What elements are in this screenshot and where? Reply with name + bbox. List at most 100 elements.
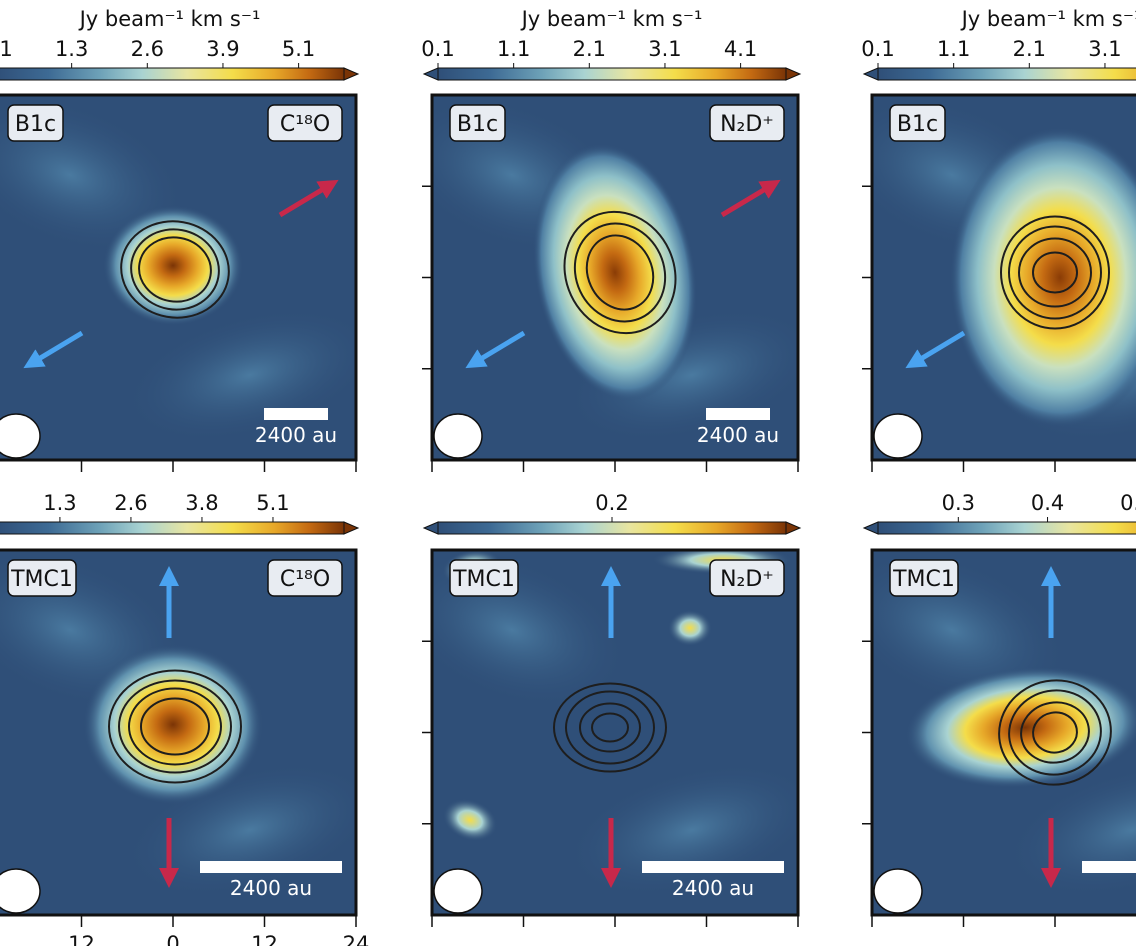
contour-line [128, 687, 222, 766]
colorbar-extend-low [862, 521, 879, 535]
scale-bar [264, 408, 328, 420]
colorbar: 0.1 1.1 2.1 3.1 4.1 Jy beam⁻¹ km s⁻¹ [421, 7, 802, 81]
beam-ellipse [433, 868, 483, 914]
colorbar-tick-label: 1.1 [497, 37, 530, 61]
emission-blob [1005, 762, 1136, 898]
colorbar-extend-high [343, 67, 360, 81]
colorbar-tick-label: 4.1 [724, 37, 757, 61]
colorbar-tick-label: 3.9 [206, 37, 239, 61]
panel-b1c-0: 0.1 1.3 2.6 3.9 5.1 Jy beam⁻¹ km s⁻¹ 2400 au B1… [0, 7, 360, 472]
scale-bar-label: 2400 au [255, 423, 337, 447]
blueshifted-outflow-arrow [23, 330, 84, 369]
colorbar-tick-label: 2.1 [1013, 37, 1046, 61]
contour-line [140, 697, 210, 756]
contour-line [138, 236, 212, 303]
colorbar-title: Jy beam⁻¹ km s⁻¹ [78, 7, 261, 31]
contour-line [591, 712, 629, 743]
colorbar-title: Jy beam⁻¹ km s⁻¹ [520, 7, 703, 31]
map-image: 2400 au [432, 550, 798, 915]
blueshifted-outflow-arrow [465, 330, 526, 369]
colorbar: 0.3 0.4 0.5 [862, 491, 1136, 535]
colorbar-tick-label: 0.1 [861, 37, 894, 61]
colorbar-tick-label: 3.1 [648, 37, 681, 61]
x-axis-tick-label: 24 [343, 932, 370, 946]
colorbar-bar [877, 521, 1136, 535]
beam-ellipse [873, 868, 923, 914]
contour-line [585, 234, 655, 311]
beam-ellipse [433, 413, 483, 459]
molecule-label: N₂D⁺ [709, 559, 785, 597]
source-label: TMC1 [7, 559, 77, 597]
colorbar-tick-label: 0.2 [595, 491, 628, 515]
source-label: B1c [7, 104, 64, 142]
emission-blob [442, 798, 498, 842]
contour-line [108, 669, 242, 784]
molecule-label-text: C¹⁸O [280, 567, 330, 592]
contour-line [573, 222, 667, 323]
contour-line [565, 690, 655, 765]
molecule-label: N₂D⁺ [709, 104, 785, 142]
contour-line [1000, 215, 1110, 330]
x-axis-tick-label: 0 [166, 932, 179, 946]
x-axis-tick-label: 12 [68, 932, 95, 946]
colorbar-bar [0, 67, 345, 81]
source-label-text: TMC1 [892, 567, 955, 592]
source-label: TMC1 [889, 559, 959, 597]
contour-line [563, 210, 677, 335]
molecule-label: C¹⁸O [267, 559, 343, 597]
beam-ellipse [0, 413, 41, 459]
colorbar-tick-label: 2.6 [114, 491, 147, 515]
colorbar-tick-label: 0.4 [1031, 491, 1064, 515]
colorbar-tick-label: 2.1 [573, 37, 606, 61]
molecule-label-box [267, 559, 343, 597]
source-label-box [7, 559, 77, 597]
colorbar: 0.11.12.13.14Jy beam⁻¹ km s⁻¹ [861, 7, 1136, 81]
colorbar-tick-label: 5.1 [256, 491, 289, 515]
emission-blob [103, 205, 243, 326]
colorbar-extend-high [785, 521, 802, 535]
colorbar-bar [437, 521, 787, 535]
contour-line [1008, 225, 1102, 320]
source-label: B1c [889, 104, 946, 142]
colorbar-tick-label: 2.6 [131, 37, 164, 61]
colorbar-tick-label: 5.1 [282, 37, 315, 61]
scale-bar-label: 2400 au [697, 423, 779, 447]
map-image: 2400 au [872, 95, 1136, 460]
colorbar-tick-label: 1.3 [55, 37, 88, 61]
colorbar: 0.1 1.3 2.6 3.9 5.1 Jy beam⁻¹ km s⁻¹ [0, 7, 360, 81]
scale-bar [642, 861, 784, 873]
colorbar: 1.3 2.6 3.8 5.1 [0, 491, 360, 535]
emission-blob [533, 143, 697, 402]
source-label-text: B1c [897, 112, 938, 137]
colorbar-extend-low [422, 67, 439, 81]
contour-line [553, 682, 667, 773]
scale-bar [200, 861, 342, 873]
molecule-label-text: N₂D⁺ [720, 567, 774, 592]
panel-b1c-1: 0.1 1.1 2.1 3.1 4.1 Jy beam⁻¹ km s⁻¹ 2400 au B1… [421, 7, 802, 472]
colorbar-extend-high [343, 521, 360, 535]
molecule-label-box [267, 104, 343, 142]
source-label-text: TMC1 [452, 567, 515, 592]
colorbar-tick-label: 0.3 [942, 491, 975, 515]
contour-line [130, 228, 220, 311]
molecule-label-box [709, 104, 785, 142]
scale-bar [1082, 861, 1136, 873]
colorbar-extend-high [785, 67, 802, 81]
source-label-text: TMC1 [10, 567, 73, 592]
beam-ellipse [0, 868, 41, 914]
colorbar: 0.2 [422, 491, 802, 535]
molecule-label-text: N₂D⁺ [720, 112, 774, 137]
blueshifted-outflow-arrow [905, 330, 966, 369]
colorbar-extend-low [422, 521, 439, 535]
map-image: 2400 au [0, 95, 356, 460]
colorbar-tick-label: 1.1 [937, 37, 970, 61]
map-image: 24 [872, 550, 1136, 915]
panel-tmc1-1: 0.2 2400 au TMC1 N₂D⁺ [422, 491, 802, 927]
colorbar-bar [877, 67, 1136, 81]
emission-blob [668, 610, 712, 646]
source-label-box [889, 559, 959, 597]
contour-line [1008, 689, 1102, 776]
